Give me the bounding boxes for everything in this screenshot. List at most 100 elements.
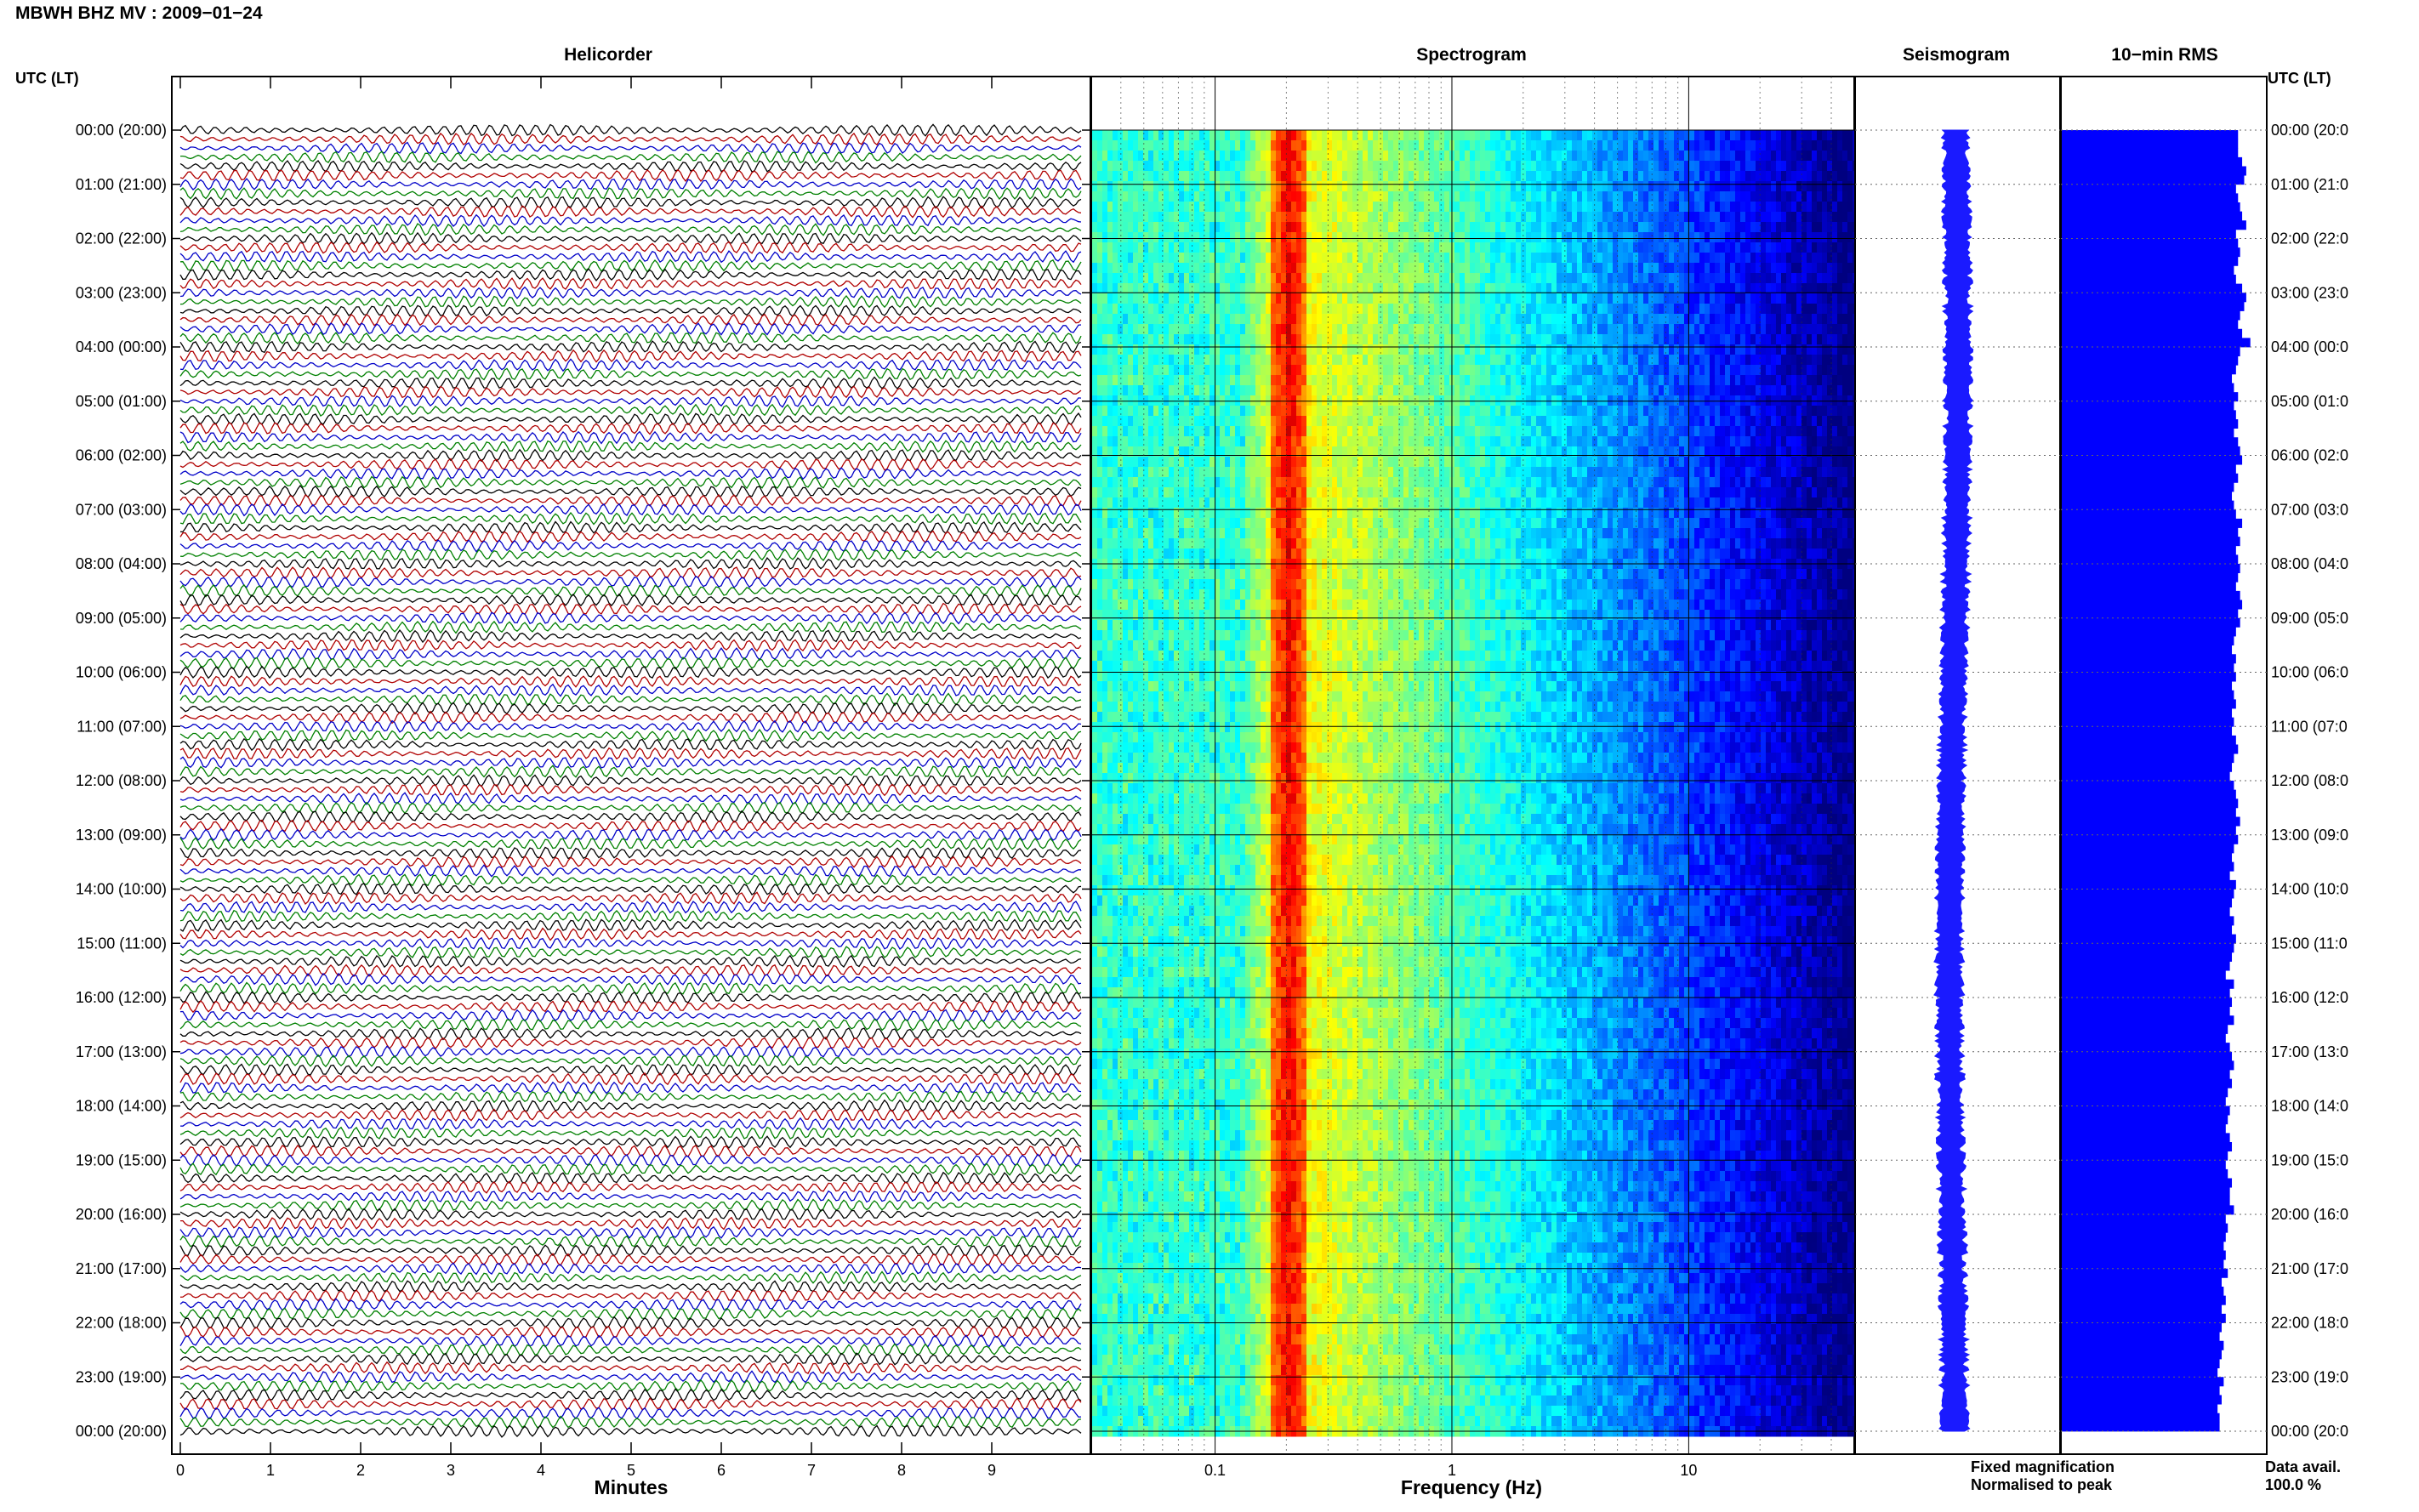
spectrogram-cell — [1271, 446, 1277, 458]
spectrogram-cell — [1531, 222, 1537, 233]
spectrogram-cell — [1378, 436, 1384, 447]
spectrogram-cell — [1388, 171, 1394, 182]
spectrogram-cell — [1546, 130, 1552, 141]
spectrogram-cell — [1164, 171, 1170, 182]
spectrogram-cell — [1582, 304, 1588, 315]
spectrogram-cell — [1740, 212, 1746, 223]
spectrogram-cell — [1113, 355, 1118, 366]
spectrogram-cell — [1133, 344, 1139, 355]
spectrogram-cell — [1643, 406, 1649, 417]
spectrogram-cell — [1164, 151, 1170, 162]
spectrogram-cell — [1194, 171, 1200, 182]
spectrogram-cell — [1562, 375, 1568, 386]
spectrogram-cell — [1659, 446, 1665, 458]
spectrogram-cell — [1225, 334, 1231, 345]
spectrogram-cell — [1434, 293, 1440, 304]
spectrogram-cell — [1092, 202, 1098, 213]
spectrogram-cell — [1128, 191, 1134, 202]
spectrogram-cell — [1210, 161, 1215, 172]
spectrogram-cell — [1546, 242, 1552, 253]
spectrogram-cell — [1715, 355, 1721, 366]
spectrogram-cell — [1531, 253, 1537, 264]
spectrogram-cell — [1807, 416, 1813, 427]
spectrogram-cell — [1664, 130, 1670, 141]
spectrogram-cell — [1148, 334, 1154, 345]
spectrogram-cell — [1511, 140, 1517, 151]
spectrogram-cell — [1597, 222, 1603, 233]
spectrogram-cell — [1133, 242, 1139, 253]
spectrogram-cell — [1495, 191, 1501, 202]
spectrogram-cell — [1546, 416, 1552, 427]
spectrogram-cell — [1613, 140, 1619, 151]
spectrogram-cell — [1306, 181, 1312, 192]
spectrogram-cell — [1546, 263, 1552, 274]
spectrogram-cell — [1296, 263, 1302, 274]
spectrogram-cell — [1378, 263, 1384, 274]
spectrogram-cell — [1796, 365, 1802, 376]
spectrogram-cell — [1541, 171, 1547, 182]
spectrogram-cell — [1796, 171, 1802, 182]
spectrogram-cell — [1572, 416, 1578, 427]
spectrogram-cell — [1357, 253, 1363, 264]
spectrogram-cell — [1495, 324, 1501, 335]
spectrogram-cell — [1158, 202, 1164, 213]
spectrogram-cell — [1791, 151, 1797, 162]
spectrogram-cell — [1204, 242, 1210, 253]
spectrogram-cell — [1684, 406, 1690, 417]
spectrogram-cell — [1271, 314, 1277, 325]
spectrogram-cell — [1710, 385, 1716, 396]
spectrogram-cell — [1766, 436, 1772, 447]
spectrogram-cell — [1097, 406, 1103, 417]
spectrogram-cell — [1679, 253, 1685, 264]
spectrogram-cell — [1776, 253, 1782, 264]
spectrogram-cell — [1102, 222, 1108, 233]
spectrogram-cell — [1766, 314, 1772, 325]
spectrogram-cell — [1470, 406, 1476, 417]
spectrogram-cell — [1684, 416, 1690, 427]
spectrogram-cell — [1694, 375, 1700, 386]
spectrogram-cell — [1715, 416, 1721, 427]
spectrogram-cell — [1648, 191, 1654, 202]
spectrogram-cell — [1403, 212, 1409, 223]
spectrogram-cell — [1306, 242, 1312, 253]
spectrogram-cell — [1470, 130, 1476, 141]
spectrogram-cell — [1633, 263, 1639, 274]
spectrogram-cell — [1199, 161, 1205, 172]
spectrogram-cell — [1485, 232, 1491, 243]
helicorder-trace — [179, 539, 1082, 553]
spectrogram-cell — [1123, 140, 1129, 151]
spectrogram-cell — [1567, 314, 1573, 325]
spectrogram-cell — [1225, 355, 1231, 366]
spectrogram-cell — [1312, 283, 1318, 294]
spectrogram-cell — [1628, 232, 1634, 243]
spectrogram-cell — [1669, 130, 1675, 141]
helicorder-trace — [179, 901, 1082, 914]
spectrogram-cell — [1148, 406, 1154, 417]
spectrogram-cell — [1357, 375, 1363, 386]
spectrogram-cell — [1210, 181, 1215, 192]
spectrogram-cell — [1551, 242, 1557, 253]
spectrogram-cell — [1832, 140, 1838, 151]
spectrogram-cell — [1633, 344, 1639, 355]
spectrogram-cell — [1745, 426, 1751, 437]
spectrogram-cell — [1694, 385, 1700, 396]
spectrogram-cell — [1465, 171, 1471, 182]
time-axis-label-left: UTC (LT) — [15, 70, 79, 87]
spectrogram-cell — [1597, 416, 1603, 427]
spectrogram-cell — [1169, 304, 1175, 315]
spectrogram-cell — [1179, 151, 1185, 162]
spectrogram-cell — [1393, 324, 1399, 335]
spectrogram-cell — [1689, 344, 1695, 355]
spectrogram-cell — [1123, 212, 1129, 223]
spectrogram-cell — [1827, 212, 1833, 223]
spectrogram-cell — [1659, 283, 1665, 294]
spectrogram-cell — [1526, 446, 1532, 458]
spectrogram-cell — [1567, 273, 1573, 284]
spectrogram-cell — [1623, 161, 1629, 172]
spectrogram-cell — [1847, 151, 1853, 162]
spectrogram-cell — [1638, 151, 1644, 162]
spectrogram-cell — [1409, 151, 1414, 162]
spectrogram-cell — [1388, 181, 1394, 192]
spectrogram-cell — [1276, 426, 1282, 437]
spectrogram-cell — [1771, 222, 1777, 233]
